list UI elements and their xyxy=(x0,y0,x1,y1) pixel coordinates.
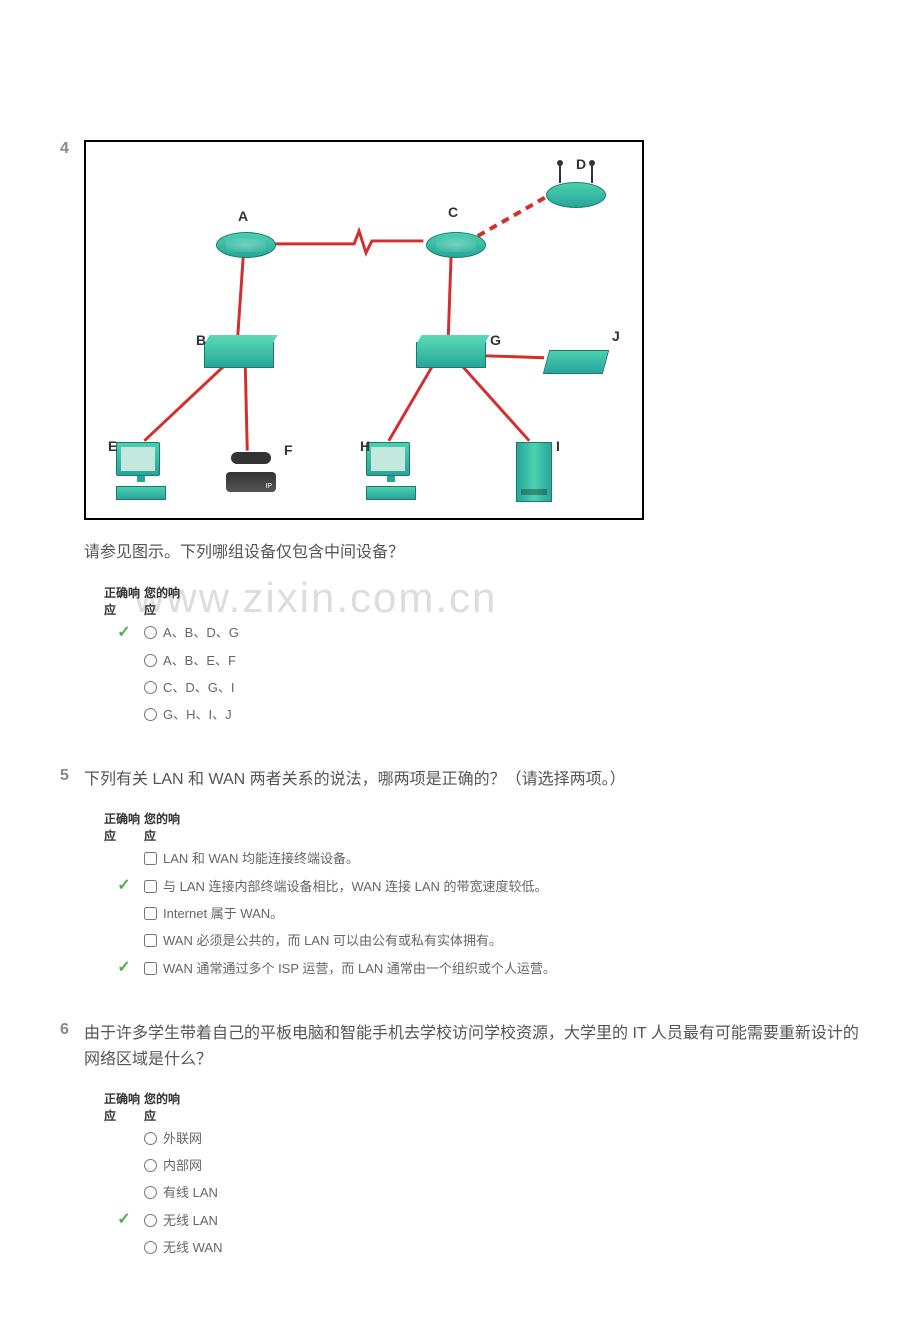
q4-radio-1[interactable] xyxy=(144,654,157,667)
network-diagram: A B C D E IP xyxy=(84,140,644,520)
q6-number: 6 xyxy=(60,1021,84,1039)
q6-radio-0[interactable] xyxy=(144,1132,157,1145)
label-e: E xyxy=(108,438,117,454)
question-5: 5 下列有关 LAN 和 WAN 两者关系的说法，哪两项是正确的？（请选择两项。… xyxy=(60,767,860,982)
q6-option-text-3: 无线 LAN xyxy=(163,1210,218,1229)
q6-radio-1[interactable] xyxy=(144,1159,157,1172)
q5-checkbox-1[interactable] xyxy=(144,880,157,893)
q5-checkbox-3[interactable] xyxy=(144,934,157,947)
device-server-i xyxy=(516,442,552,502)
header-correct: 正确响应 xyxy=(104,584,144,618)
q4-option-0: ✓ A、B、D、G xyxy=(104,618,860,646)
q6-question-text: 由于许多学生带着自己的平板电脑和智能手机去学校访问学校资源，大学里的 IT 人员… xyxy=(84,1021,860,1072)
q4-option-text-2: C、D、G、I xyxy=(163,677,235,696)
label-b: B xyxy=(196,332,206,348)
device-router-c xyxy=(426,232,486,258)
q5-option-0: LAN 和 WAN 均能连接终端设备。 xyxy=(104,844,860,871)
device-ap-j xyxy=(543,350,609,374)
q6-option-4: 无线 WAN xyxy=(104,1233,860,1260)
label-a: A xyxy=(238,208,248,224)
q6-option-text-2: 有线 LAN xyxy=(163,1182,218,1201)
q6-option-1: 内部网 xyxy=(104,1151,860,1178)
q5-option-1: ✓ 与 LAN 连接内部终端设备相比，WAN 连接 LAN 的带宽速度较低。 xyxy=(104,871,860,899)
check-icon: ✓ xyxy=(104,957,144,977)
question-6: 6 由于许多学生带着自己的平板电脑和智能手机去学校访问学校资源，大学里的 IT … xyxy=(60,1021,860,1260)
q6-option-text-0: 外联网 xyxy=(163,1128,202,1147)
q4-option-3: G、H、I、J xyxy=(104,700,860,727)
label-h: H xyxy=(360,438,370,454)
q5-option-4: ✓ WAN 通常通过多个 ISP 运营，而 LAN 通常由一个组织或个人运营。 xyxy=(104,953,860,981)
header-correct: 正确响应 xyxy=(104,810,144,844)
device-switch-b xyxy=(204,342,274,368)
q4-option-text-1: A、B、E、F xyxy=(163,650,236,669)
question-4: 4 xyxy=(60,140,860,727)
q5-option-text-0: LAN 和 WAN 均能连接终端设备。 xyxy=(163,848,359,867)
header-your: 您的响应 xyxy=(144,810,184,844)
q6-radio-4[interactable] xyxy=(144,1241,157,1254)
q5-option-2: Internet 属于 WAN。 xyxy=(104,899,860,926)
label-c: C xyxy=(448,204,458,220)
q5-option-3: WAN 必须是公共的，而 LAN 可以由公有或私有实体拥有。 xyxy=(104,926,860,953)
q5-checkbox-4[interactable] xyxy=(144,962,157,975)
label-g: G xyxy=(490,332,501,348)
header-correct: 正确响应 xyxy=(104,1090,144,1124)
q6-option-0: 外联网 xyxy=(104,1124,860,1151)
q4-option-2: C、D、G、I xyxy=(104,673,860,700)
device-pc-h xyxy=(366,442,416,502)
check-icon: ✓ xyxy=(104,1209,144,1229)
device-router-a xyxy=(216,232,276,258)
q6-option-text-1: 内部网 xyxy=(163,1155,202,1174)
header-your: 您的响应 xyxy=(144,584,184,618)
q4-option-text-3: G、H、I、J xyxy=(163,704,232,723)
q4-radio-0[interactable] xyxy=(144,626,157,639)
device-switch-g xyxy=(416,342,486,368)
q6-option-text-4: 无线 WAN xyxy=(163,1237,222,1256)
q6-option-2: 有线 LAN xyxy=(104,1178,860,1205)
q4-radio-2[interactable] xyxy=(144,681,157,694)
q4-option-1: A、B、E、F xyxy=(104,646,860,673)
label-f: F xyxy=(284,442,293,458)
q4-option-text-0: A、B、D、G xyxy=(163,622,239,641)
q5-checkbox-0[interactable] xyxy=(144,852,157,865)
label-i: I xyxy=(556,438,560,454)
q5-checkbox-2[interactable] xyxy=(144,907,157,920)
q6-option-3: ✓ 无线 LAN xyxy=(104,1205,860,1233)
check-icon: ✓ xyxy=(104,875,144,895)
q5-option-text-2: Internet 属于 WAN。 xyxy=(163,903,283,922)
device-wifi-router-d xyxy=(546,182,606,208)
check-icon: ✓ xyxy=(104,622,144,642)
q4-question-text: 请参见图示。下列哪组设备仅包含中间设备？ xyxy=(84,540,860,566)
device-phone-f: IP xyxy=(226,452,276,492)
q5-option-text-1: 与 LAN 连接内部终端设备相比，WAN 连接 LAN 的带宽速度较低。 xyxy=(163,876,547,895)
q6-radio-2[interactable] xyxy=(144,1186,157,1199)
label-j: J xyxy=(612,328,620,344)
q5-option-text-4: WAN 通常通过多个 ISP 运营，而 LAN 通常由一个组织或个人运营。 xyxy=(163,958,556,977)
q4-number: 4 xyxy=(60,140,84,158)
q5-option-text-3: WAN 必须是公共的，而 LAN 可以由公有或私有实体拥有。 xyxy=(163,930,502,949)
q4-radio-3[interactable] xyxy=(144,708,157,721)
q5-question-text: 下列有关 LAN 和 WAN 两者关系的说法，哪两项是正确的？（请选择两项。） xyxy=(84,767,860,793)
header-your: 您的响应 xyxy=(144,1090,184,1124)
device-pc-e xyxy=(116,442,166,502)
q6-radio-3[interactable] xyxy=(144,1214,157,1227)
q5-number: 5 xyxy=(60,767,84,785)
label-d: D xyxy=(576,156,586,172)
